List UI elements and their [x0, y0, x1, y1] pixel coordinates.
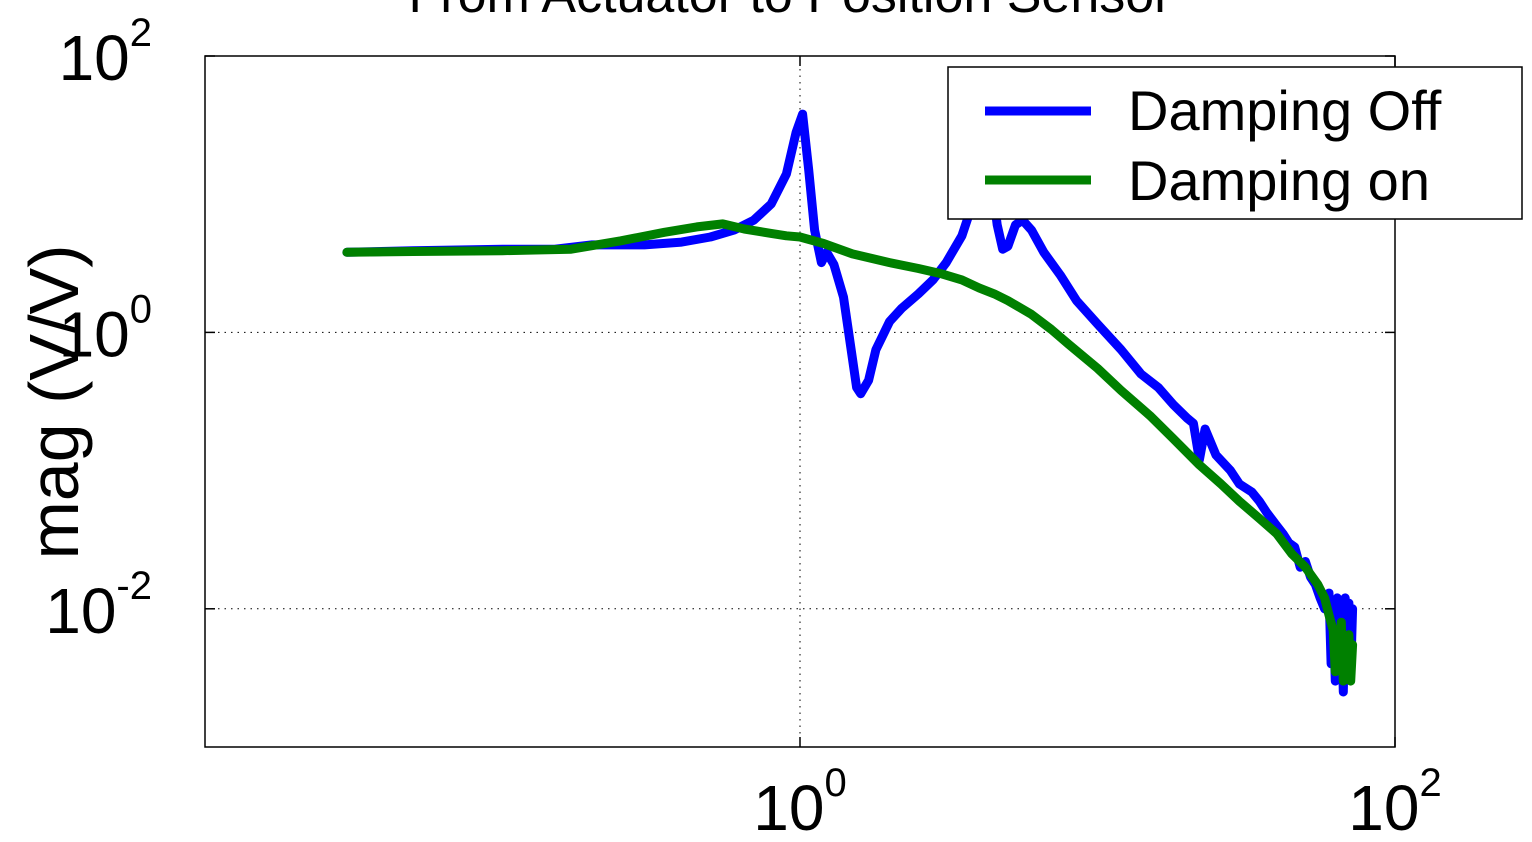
series-line-damping-on	[342, 219, 1358, 686]
chart-title: From Actuator to Position Sensor	[408, 0, 1171, 24]
legend-box	[947, 66, 1523, 220]
x-tick-label: 100	[753, 761, 846, 842]
legend: Damping Off Damping on	[947, 66, 1523, 220]
series-lines	[342, 109, 1358, 697]
y-axis-label: mag (V/V)	[15, 244, 93, 559]
y-tick-label: 100	[59, 287, 152, 370]
x-tick-label: 102	[1348, 761, 1441, 842]
y-tick-label: 10-2	[45, 564, 152, 647]
legend-label-damping-off: Damping Off	[1128, 79, 1442, 142]
grid-lines	[205, 56, 1395, 747]
y-axis-ticks: 10-2 100 102	[45, 11, 1395, 647]
y-tick-label: 102	[59, 11, 152, 94]
legend-label-damping-on: Damping on	[1128, 149, 1430, 212]
